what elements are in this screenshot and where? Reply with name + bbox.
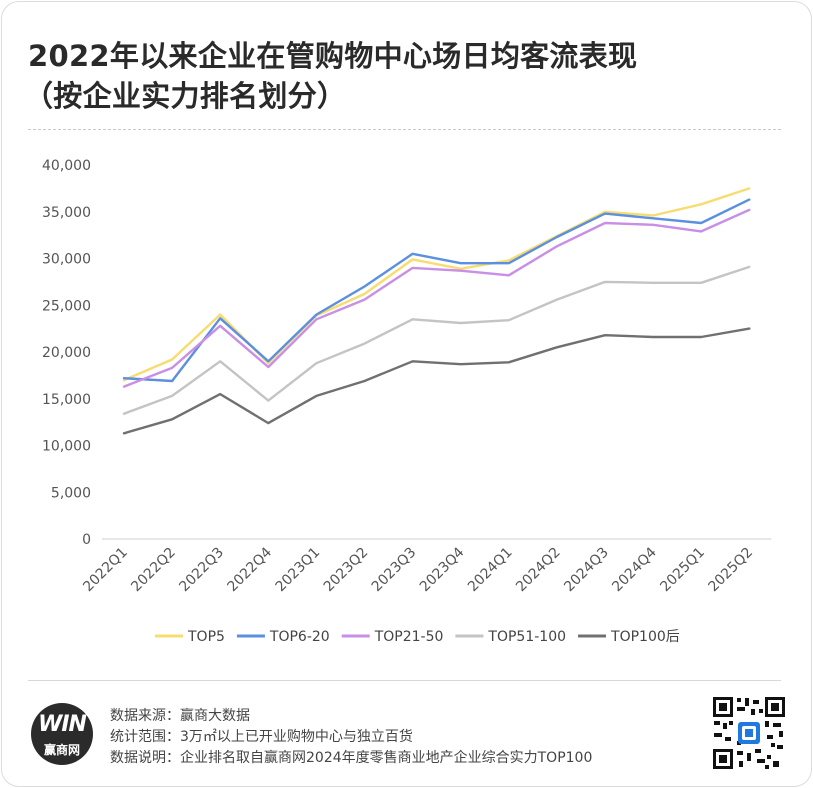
x-tick-label: 2023Q1 xyxy=(273,545,324,596)
series-line-top100- xyxy=(122,327,751,435)
legend-label: TOP51-100 xyxy=(487,629,566,645)
footer-notes: 数据来源：赢商大数据 统计范围：3万㎡以上已开业购物中心与独立百货 数据说明：企… xyxy=(110,706,592,769)
x-tick-label: 2022Q1 xyxy=(80,545,131,596)
footer-divider xyxy=(28,680,781,681)
winshang-logo: WIN 赢商网 xyxy=(31,703,93,765)
title-divider xyxy=(28,129,781,130)
legend-item: TOP5 xyxy=(155,629,225,645)
x-tick-label: 2024Q2 xyxy=(513,545,564,596)
y-tick-label: 10,000 xyxy=(42,439,91,455)
x-tick-label: 2022Q4 xyxy=(225,544,276,595)
data-scope: 统计范围：3万㎡以上已开业购物中心与独立百货 xyxy=(110,729,413,745)
y-tick-label: 20,000 xyxy=(42,345,91,361)
series-lines xyxy=(122,187,751,435)
x-tick-label: 2023Q4 xyxy=(417,544,468,595)
line-chart: 0 5,000 10,000 15,000 20,000 25,000 30,000 35,0… xyxy=(42,158,772,645)
x-tick-label: 2024Q3 xyxy=(561,545,612,596)
x-tick-label: 2023Q2 xyxy=(321,545,372,596)
series-line-top51-100 xyxy=(122,265,751,415)
x-tick-label: 2024Q4 xyxy=(609,544,660,595)
series-line-top21-50 xyxy=(122,208,751,388)
x-tick-label: 2025Q1 xyxy=(657,545,708,596)
logo-mark: WIN xyxy=(38,712,87,737)
qr-code-icon xyxy=(711,695,787,771)
y-tick-label: 25,000 xyxy=(42,298,91,314)
y-tick-label: 0 xyxy=(82,532,91,548)
x-tick-label: 2023Q3 xyxy=(369,545,420,596)
legend-label: TOP6-20 xyxy=(269,629,330,645)
legend-item: TOP100后 xyxy=(578,629,680,645)
x-tick-label: 2022Q2 xyxy=(128,545,179,596)
chart-subtitle: （按企业实力排名划分） xyxy=(24,79,347,113)
data-source: 数据来源：赢商大数据 xyxy=(110,708,250,724)
y-tick-label: 5,000 xyxy=(51,485,91,501)
legend-item: TOP21-50 xyxy=(341,629,444,645)
logo-text: 赢商网 xyxy=(43,743,80,757)
legend-label: TOP5 xyxy=(187,629,225,645)
legend: TOP5 TOP6-20 TOP21-50 TOP51-100 TOP100后 xyxy=(155,629,680,645)
legend-label: TOP21-50 xyxy=(374,629,444,645)
y-tick-label: 15,000 xyxy=(42,392,91,408)
series-line-top5 xyxy=(122,187,751,382)
y-tick-label: 40,000 xyxy=(42,158,91,174)
legend-item: TOP51-100 xyxy=(455,629,566,645)
x-tick-label: 2024Q1 xyxy=(465,545,516,596)
x-tick-label: 2022Q3 xyxy=(176,545,227,596)
data-note: 数据说明：企业排名取自赢商网2024年度零售商业地产企业综合实力TOP100 xyxy=(110,750,593,766)
chart-title: 2022年以来企业在管购物中心场日均客流表现 xyxy=(28,39,638,73)
series-line-top6-20 xyxy=(122,198,751,383)
x-tick-label: 2025Q2 xyxy=(706,545,757,596)
legend-item: TOP6-20 xyxy=(236,629,330,645)
y-tick-label: 35,000 xyxy=(42,205,91,221)
y-tick-label: 30,000 xyxy=(42,252,91,268)
legend-label: TOP100后 xyxy=(610,629,680,645)
